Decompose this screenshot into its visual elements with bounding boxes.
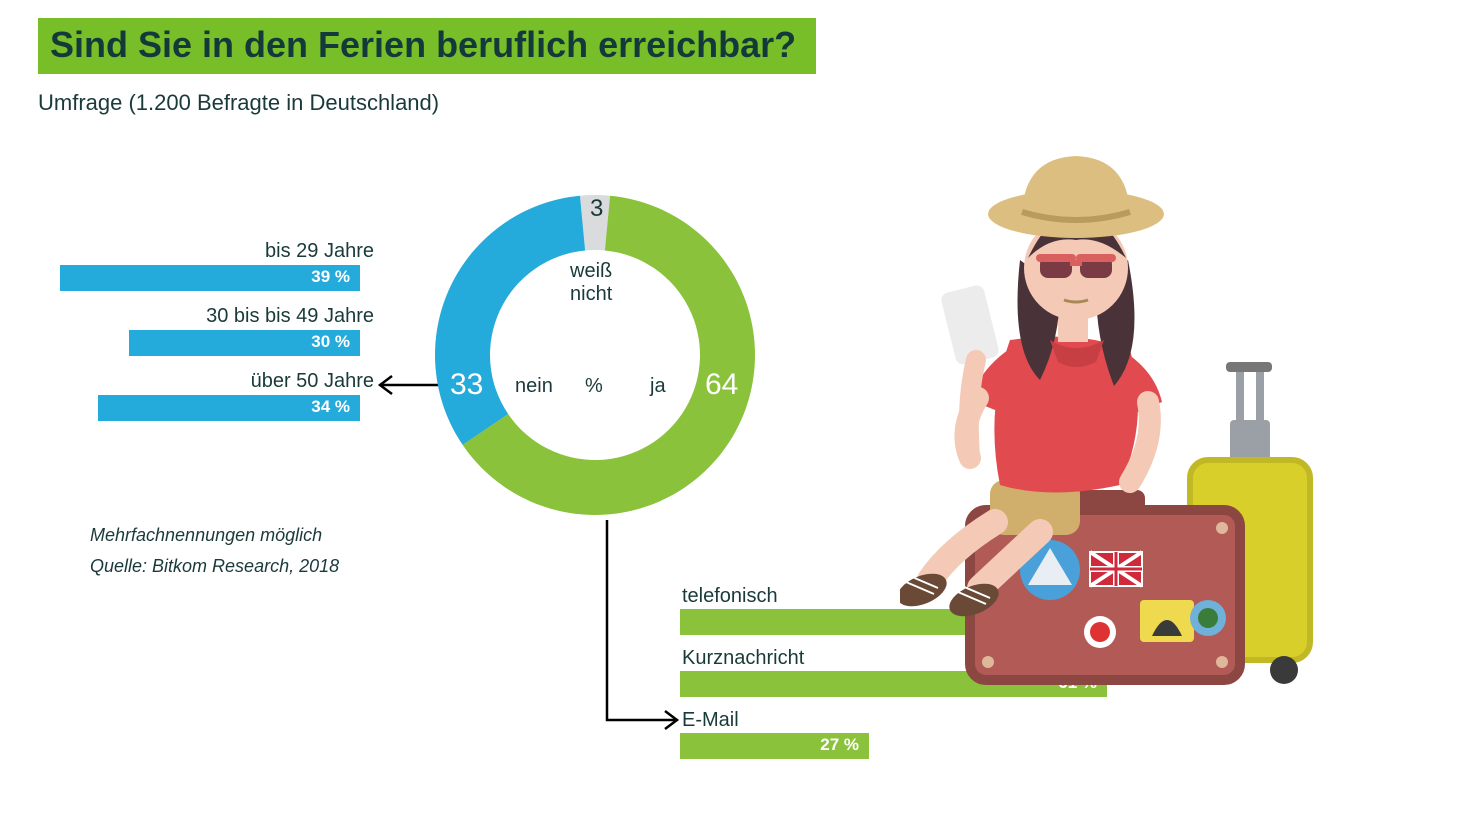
age-bar-value: 34 %: [311, 397, 350, 417]
donut-chart: 33 3 64 nein weiß nicht ja %: [430, 190, 760, 520]
age-bar-value: 30 %: [311, 332, 350, 352]
footnotes: Mehrfachnennungen möglich Quelle: Bitkom…: [90, 520, 339, 581]
donut-slice-nein: [435, 196, 585, 445]
channel-bar-label: E-Mail: [680, 709, 1280, 732]
channel-bar-row: Kurznachricht 61 %: [680, 647, 1280, 697]
age-bar-value: 39 %: [311, 267, 350, 287]
donut-value-unknown: 3: [590, 195, 603, 223]
channel-bar: 61 %: [680, 671, 1107, 697]
page-title: Sind Sie in den Ferien beruflich erreich…: [50, 24, 796, 65]
subtitle: Umfrage (1.200 Befragte in Deutschland): [38, 90, 439, 116]
donut-value-ja: 64: [705, 368, 738, 402]
age-breakdown-bars: bis 29 Jahre 39 % 30 bis bis 49 Jahre 30 % ü…: [60, 240, 380, 435]
donut-label-nein: nein: [515, 375, 553, 398]
age-bar-row: über 50 Jahre 34 %: [60, 370, 380, 421]
channel-bars: telefonisch 57 % Kurznachricht 61 % E-Mail 27…: [680, 585, 1280, 771]
channel-bar-value: 57 %: [1030, 611, 1069, 631]
footnote-2: Quelle: Bitkom Research, 2018: [90, 551, 339, 582]
channel-bar-value: 27 %: [820, 735, 859, 755]
age-bar-label: bis 29 Jahre: [60, 240, 380, 263]
age-bar-row: bis 29 Jahre 39 %: [60, 240, 380, 291]
donut-label-ja: ja: [650, 375, 666, 398]
donut-center-label: %: [585, 375, 603, 398]
channel-bar-row: telefonisch 57 %: [680, 585, 1280, 635]
age-bar: 39 %: [60, 265, 360, 291]
footnote-1: Mehrfachnennungen möglich: [90, 520, 339, 551]
age-bar: 30 %: [129, 330, 360, 356]
channel-bar-value: 61 %: [1058, 673, 1097, 693]
channel-bar: 57 %: [680, 609, 1079, 635]
age-bar-label: über 50 Jahre: [60, 370, 380, 393]
age-bar: 34 %: [98, 395, 360, 421]
title-bar: Sind Sie in den Ferien beruflich erreich…: [38, 18, 816, 74]
donut-label-unknown: weiß nicht: [570, 260, 612, 306]
channel-bar-label: Kurznachricht: [680, 647, 1280, 670]
age-bar-label: 30 bis bis 49 Jahre: [60, 305, 380, 328]
arrow-to-bottom: [597, 520, 687, 735]
channel-bar-row: E-Mail 27 %: [680, 709, 1280, 759]
channel-bar: 27 %: [680, 733, 869, 759]
channel-bar-label: telefonisch: [680, 585, 1280, 608]
donut-value-nein: 33: [450, 368, 483, 402]
age-bar-row: 30 bis bis 49 Jahre 30 %: [60, 305, 380, 356]
